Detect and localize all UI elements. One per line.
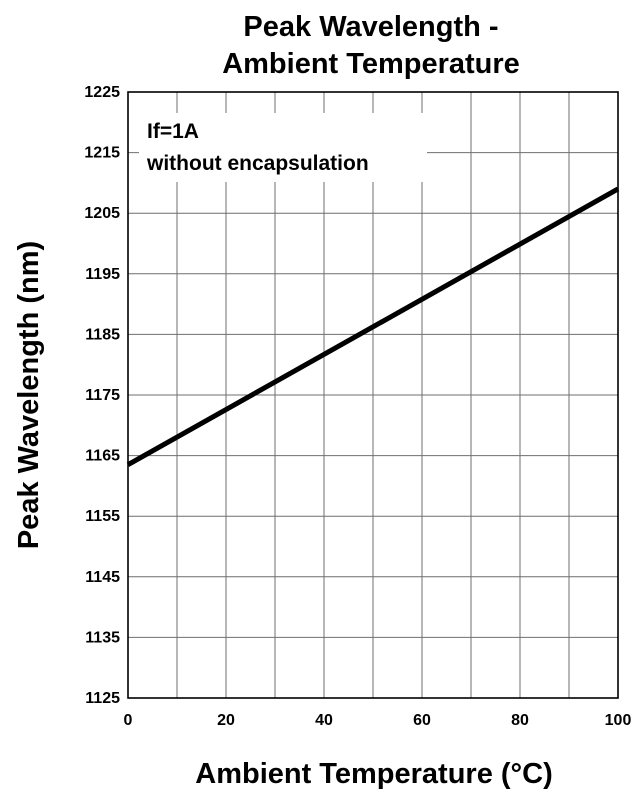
y-axis-label: Peak Wavelength (nm) bbox=[13, 241, 45, 549]
x-tick-label: 0 bbox=[124, 712, 133, 729]
y-tick-label: 1195 bbox=[85, 266, 120, 283]
y-tick-label: 1225 bbox=[84, 84, 120, 101]
y-tick-label: 1215 bbox=[84, 145, 120, 162]
x-tick-label: 80 bbox=[511, 712, 529, 729]
y-tick-label: 1185 bbox=[85, 326, 120, 343]
wavelength-series-line bbox=[126, 186, 620, 467]
y-tick-label: 1155 bbox=[85, 508, 120, 525]
y-tick-label: 1205 bbox=[84, 205, 120, 222]
annotation-current: If=1A bbox=[147, 120, 199, 143]
y-tick-label: 1175 bbox=[85, 387, 120, 404]
annotation-box: If=1A without encapsulation bbox=[139, 113, 427, 182]
chart-title-line-2: Ambient Temperature bbox=[222, 48, 520, 80]
chart-title-line-1: Peak Wavelength - bbox=[243, 11, 498, 43]
annotation-background bbox=[139, 113, 427, 182]
plot-area-frame bbox=[127, 91, 619, 699]
grid-lines bbox=[128, 92, 618, 698]
x-axis-label: Ambient Temperature (°C) bbox=[195, 758, 553, 790]
series-layer bbox=[126, 186, 620, 467]
y-tick-label: 1125 bbox=[85, 690, 120, 707]
x-tick-label: 100 bbox=[605, 712, 632, 729]
x-tick-label: 60 bbox=[413, 712, 431, 729]
y-tick-label: 1165 bbox=[85, 448, 120, 465]
x-tick-label: 40 bbox=[315, 712, 333, 729]
y-tick-label: 1145 bbox=[85, 569, 120, 586]
y-tick-labels: 1225 1215 1205 1195 1185 1175 1165 1155 1145 1135… bbox=[84, 84, 120, 707]
y-tick-label: 1135 bbox=[85, 629, 120, 646]
x-tick-label: 20 bbox=[217, 712, 235, 729]
x-tick-labels: 0 20 40 60 80 100 bbox=[124, 712, 632, 729]
annotation-encapsulation: without encapsulation bbox=[146, 152, 369, 175]
